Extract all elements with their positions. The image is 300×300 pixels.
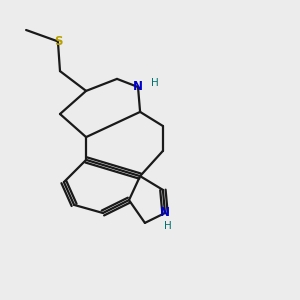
Text: S: S — [54, 35, 62, 48]
Text: H: H — [151, 78, 158, 88]
Text: N: N — [160, 206, 170, 220]
Text: H: H — [164, 220, 172, 231]
Text: N: N — [133, 80, 143, 94]
